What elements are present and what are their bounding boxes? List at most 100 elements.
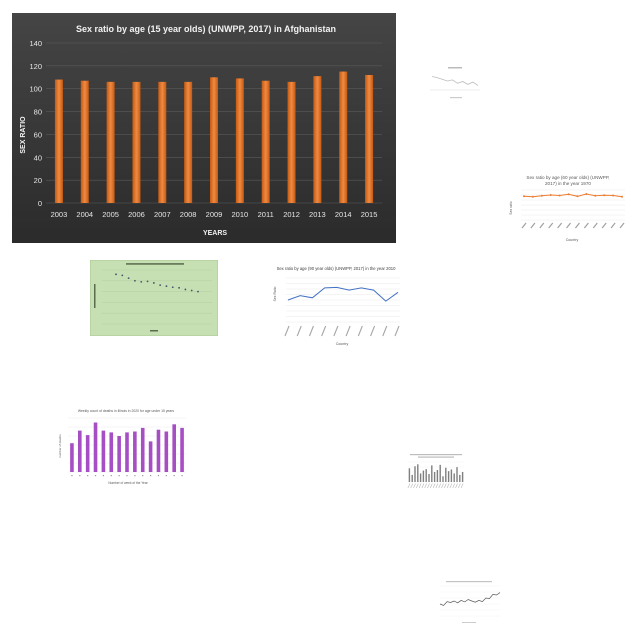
bar	[235, 78, 244, 203]
x-tick-placeholder	[460, 483, 464, 489]
x-tick-placeholder	[87, 475, 89, 477]
x-tick-placeholder	[574, 222, 580, 229]
data-point	[612, 194, 615, 197]
bar	[180, 427, 184, 472]
purple-chart-title: Weekly count of deaths in Illinois in 20…	[78, 409, 175, 413]
x-tick-placeholder	[79, 475, 81, 477]
y-tick-label: 40	[34, 153, 42, 162]
x-tick-label: 2009	[206, 210, 223, 219]
x-tick-placeholder	[427, 483, 430, 489]
x-tick-placeholder	[413, 483, 416, 489]
scatter-point	[184, 288, 187, 291]
x-tick-label: 2011	[258, 210, 274, 219]
x-tick-placeholder	[430, 483, 433, 489]
bar	[70, 443, 74, 472]
scatter-point	[134, 279, 136, 282]
x-tick-placeholder	[530, 222, 536, 229]
bar	[164, 431, 169, 472]
bar	[125, 432, 129, 472]
bar	[456, 467, 458, 482]
scatter-point	[140, 280, 143, 283]
y-tick-label: 100	[29, 85, 42, 94]
chart-1970-series-line	[523, 193, 623, 198]
bar	[109, 432, 114, 472]
x-tick-placeholder	[619, 222, 625, 229]
x-tick-label: 2003	[51, 210, 68, 219]
bar	[425, 469, 427, 482]
bar	[431, 465, 433, 482]
grey-line-chart-thumbnail	[432, 578, 504, 626]
y-tick-label: 140	[29, 39, 42, 48]
bar	[140, 427, 145, 472]
x-tick-placeholder	[441, 483, 444, 489]
bar	[419, 473, 422, 482]
grey2-series-line	[439, 592, 501, 606]
data-point	[549, 194, 552, 196]
x-tick-placeholder	[173, 475, 175, 477]
x-tick-placeholder	[394, 325, 400, 337]
scatter-point	[190, 289, 193, 292]
x-tick-placeholder	[424, 483, 427, 489]
green-chart-background	[89, 259, 219, 337]
bar	[450, 469, 453, 482]
x-tick-placeholder	[308, 325, 314, 337]
bar	[117, 436, 121, 472]
x-tick-placeholder	[94, 475, 97, 477]
bar	[184, 81, 193, 203]
x-tick-placeholder	[110, 475, 112, 477]
bar	[78, 430, 82, 472]
bar	[411, 474, 413, 482]
chart-1970-ylabel: Sex ratio	[509, 201, 513, 214]
y-tick-label: 0	[38, 199, 42, 208]
x-tick-label: 2008	[180, 210, 197, 219]
bar	[172, 424, 176, 472]
x-tick-placeholder	[521, 222, 527, 229]
bar	[445, 467, 447, 482]
bar	[313, 76, 322, 203]
line-chart-2010: Sex ratio by age (90 year olds) (UNWPP, …	[270, 262, 412, 348]
bar	[132, 81, 141, 203]
y-tick-label: 60	[34, 130, 42, 139]
x-tick-placeholder	[539, 222, 545, 229]
mini-line-chart-thumbnail	[420, 64, 488, 102]
bar	[453, 473, 455, 482]
x-tick-placeholder	[438, 483, 441, 489]
green-title-placeholder	[126, 263, 184, 265]
grey-bar-chart-thumbnail	[398, 452, 472, 496]
x-tick-placeholder	[284, 325, 290, 337]
bar	[101, 430, 106, 472]
mini-title-placeholder	[448, 67, 462, 69]
x-tick-placeholder	[548, 222, 554, 229]
x-tick-placeholder	[296, 325, 302, 337]
bar	[436, 470, 439, 482]
x-tick-placeholder	[452, 483, 455, 489]
x-tick-placeholder	[333, 325, 339, 337]
bar	[156, 429, 161, 472]
scatter-point	[171, 286, 174, 289]
bar	[106, 81, 115, 203]
chart-1970-xlabel: Country	[566, 238, 579, 242]
mini-series-line	[431, 76, 479, 86]
x-tick-placeholder	[165, 475, 167, 477]
line-chart-1970: Sex ratio by age (60 year olds) (UNWPP, …	[505, 172, 631, 244]
data-point	[540, 194, 543, 197]
chart-2010-series-line	[287, 286, 399, 302]
x-tick-label: 2012	[283, 210, 300, 219]
bar	[54, 79, 63, 203]
x-tick-placeholder	[583, 222, 589, 229]
chart-background	[12, 13, 396, 243]
bar	[442, 476, 444, 482]
x-tick-label: 2014	[335, 210, 352, 219]
main-chart-svg: Sex ratio by age (15 year olds) (UNWPP, …	[12, 13, 396, 243]
scatter-point	[146, 280, 149, 283]
purple-chart-ylabel: number of deaths	[58, 434, 62, 458]
green-scatter-chart	[89, 259, 219, 337]
scatter-point	[127, 277, 130, 279]
x-tick-placeholder	[421, 483, 425, 489]
y-tick-label: 120	[29, 62, 42, 71]
scatter-point	[152, 282, 155, 284]
bar	[210, 77, 218, 203]
purple-bar-chart: Weekly count of deaths in Illinois in 20…	[58, 406, 190, 486]
bar	[459, 474, 461, 482]
chart-2010-title: Sex ratio by age (90 year olds) (UNWPP, …	[277, 266, 397, 271]
